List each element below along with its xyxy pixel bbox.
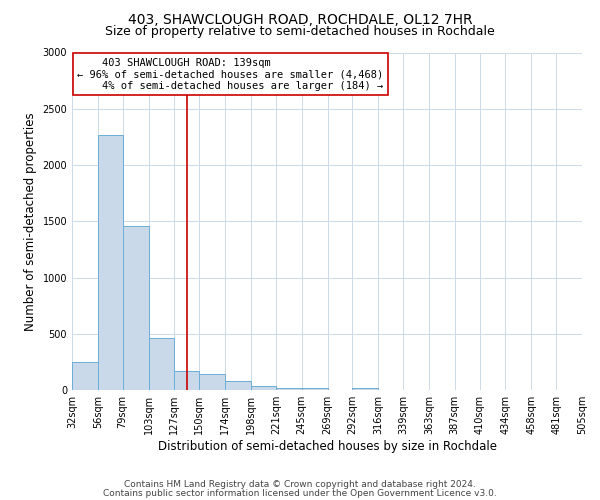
- Text: Size of property relative to semi-detached houses in Rochdale: Size of property relative to semi-detach…: [105, 25, 495, 38]
- Y-axis label: Number of semi-detached properties: Number of semi-detached properties: [24, 112, 37, 330]
- Text: 403 SHAWCLOUGH ROAD: 139sqm
← 96% of semi-detached houses are smaller (4,468)
  : 403 SHAWCLOUGH ROAD: 139sqm ← 96% of sem…: [77, 58, 383, 91]
- Text: 403, SHAWCLOUGH ROAD, ROCHDALE, OL12 7HR: 403, SHAWCLOUGH ROAD, ROCHDALE, OL12 7HR: [128, 12, 472, 26]
- Bar: [302, 388, 328, 390]
- Text: Contains public sector information licensed under the Open Government Licence v3: Contains public sector information licen…: [103, 488, 497, 498]
- Bar: [72, 362, 98, 390]
- Bar: [122, 226, 149, 390]
- Bar: [352, 388, 378, 390]
- Bar: [199, 374, 225, 390]
- Bar: [149, 338, 175, 390]
- Bar: [276, 388, 302, 390]
- Bar: [225, 381, 251, 390]
- Bar: [98, 134, 122, 390]
- X-axis label: Distribution of semi-detached houses by size in Rochdale: Distribution of semi-detached houses by …: [157, 440, 497, 453]
- Bar: [175, 371, 199, 390]
- Bar: [251, 386, 276, 390]
- Text: Contains HM Land Registry data © Crown copyright and database right 2024.: Contains HM Land Registry data © Crown c…: [124, 480, 476, 489]
